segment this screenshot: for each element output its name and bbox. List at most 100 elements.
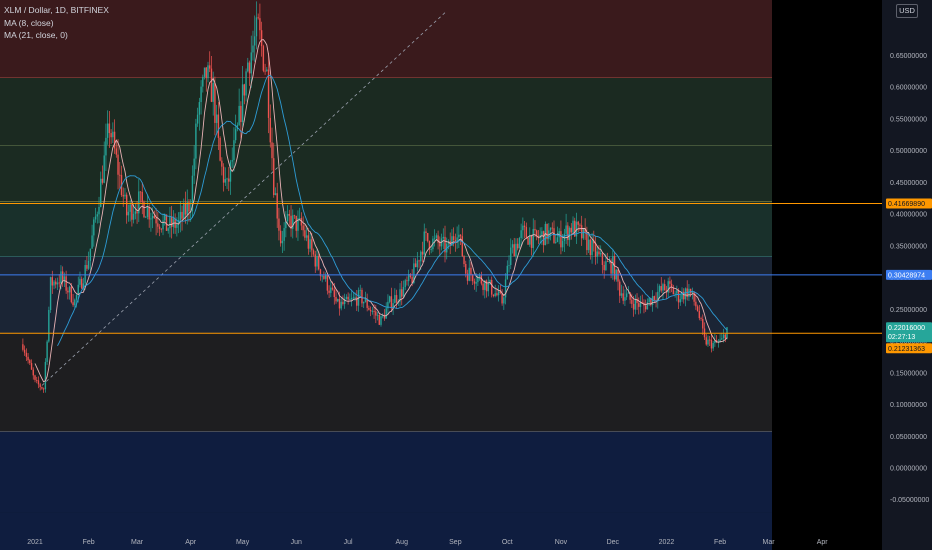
candle-body: [350, 298, 353, 300]
candle-body: [387, 301, 389, 309]
candle-body: [468, 267, 470, 281]
candle-body: [264, 70, 266, 72]
candle-body: [679, 299, 681, 303]
candle-body: [510, 247, 512, 266]
candle-body: [664, 284, 666, 291]
candle-body: [39, 384, 41, 388]
candle-body: [433, 237, 436, 239]
candle-body: [94, 216, 97, 220]
candle-body: [477, 276, 479, 283]
candle-body: [364, 298, 367, 302]
candle-body: [335, 297, 337, 302]
time-tick-label: Mar: [131, 539, 144, 546]
candle-body: [262, 46, 265, 71]
candle-body: [465, 263, 467, 274]
candle-body: [63, 276, 66, 281]
dashed-trend-line: [41, 10, 448, 386]
candle-body: [302, 225, 304, 231]
price-tag-upper: 0.41669890: [888, 201, 925, 208]
candle-body: [691, 291, 694, 294]
last-price-tag-bg: [886, 322, 932, 343]
candle-body: [471, 274, 474, 282]
time-axis[interactable]: 2021 Feb Mar Apr May Jun Jul Aug Sep Oct Nov Dec 202…: [27, 539, 828, 546]
candle-body: [624, 297, 626, 301]
candle-body: [157, 223, 159, 227]
candle-body: [108, 123, 111, 134]
candle-body: [707, 339, 709, 345]
candle-body: [293, 215, 296, 217]
candle-body: [683, 291, 685, 300]
candle-body: [307, 235, 310, 249]
candle-body: [247, 62, 249, 72]
candle-body: [484, 280, 486, 290]
candle-body: [34, 375, 36, 380]
candle-body: [714, 340, 716, 344]
price-tick-label: 0.35000000: [890, 243, 927, 250]
candle-body: [295, 215, 297, 231]
candle-body: [646, 302, 649, 310]
ma8-line: [34, 39, 728, 383]
time-tick-label: Feb: [714, 539, 726, 546]
candle-body: [340, 301, 342, 309]
candle-body: [53, 281, 55, 286]
candle-body: [304, 230, 306, 238]
candle-body: [705, 337, 707, 345]
symbol-title[interactable]: XLM / Dollar, 1D, BITFINEX: [4, 5, 109, 15]
candle-body: [392, 303, 394, 309]
candle-body: [363, 301, 365, 304]
candle-body: [44, 361, 47, 390]
candle-body: [186, 202, 188, 215]
candle-body: [596, 251, 598, 257]
price-tags: 0.41669890 0.30428974 0.22016000 02:27:13 0.…: [886, 198, 932, 354]
candle-body: [314, 254, 316, 267]
candle-body: [376, 314, 379, 316]
candle-body: [378, 314, 380, 325]
candle-body: [209, 65, 211, 69]
candle-body: [200, 86, 202, 103]
candle-body: [574, 220, 576, 237]
ma8-legend[interactable]: MA (8, close): [4, 17, 54, 28]
candle-body: [240, 105, 242, 123]
price-tick-label: 0.55000000: [890, 116, 927, 123]
candle-body: [458, 234, 460, 238]
candle-body: [56, 282, 59, 285]
candle-body: [93, 219, 95, 236]
candle-body: [525, 227, 528, 238]
candle-body: [586, 232, 588, 251]
candle-body: [406, 280, 408, 282]
price-tag-upper-bg: [886, 198, 932, 209]
candle-body: [354, 297, 356, 299]
candle-body: [75, 294, 78, 300]
candle-body: [414, 263, 417, 268]
candle-body: [139, 191, 142, 193]
currency-button[interactable]: USD: [896, 4, 918, 18]
candle-body: [101, 178, 104, 183]
candle-body: [473, 281, 476, 284]
candle-body: [87, 260, 90, 269]
candle-body: [172, 218, 175, 227]
candle-body: [61, 271, 64, 281]
time-tick-label: Jul: [344, 539, 353, 546]
candle-body: [549, 227, 552, 231]
candle-body: [155, 218, 157, 224]
candle-body: [279, 230, 282, 244]
candle-body: [217, 114, 220, 138]
candle-body: [179, 211, 182, 221]
candle-body: [421, 251, 424, 255]
candle-body: [224, 179, 226, 183]
candle-body: [382, 314, 384, 317]
candle-body: [343, 299, 346, 305]
candle-body: [136, 211, 138, 214]
fib-zone: [0, 431, 772, 513]
price-tick-label: 0.10000000: [890, 402, 927, 409]
candle-body: [91, 235, 93, 249]
candle-body: [96, 214, 98, 217]
candle-body: [359, 289, 361, 291]
ma21-legend[interactable]: MA (21, close, 0): [4, 30, 68, 40]
candle-body: [373, 311, 375, 312]
candle-body: [420, 251, 422, 262]
candle-body: [653, 296, 656, 300]
candle-body: [259, 18, 261, 31]
candle-body: [485, 280, 488, 292]
